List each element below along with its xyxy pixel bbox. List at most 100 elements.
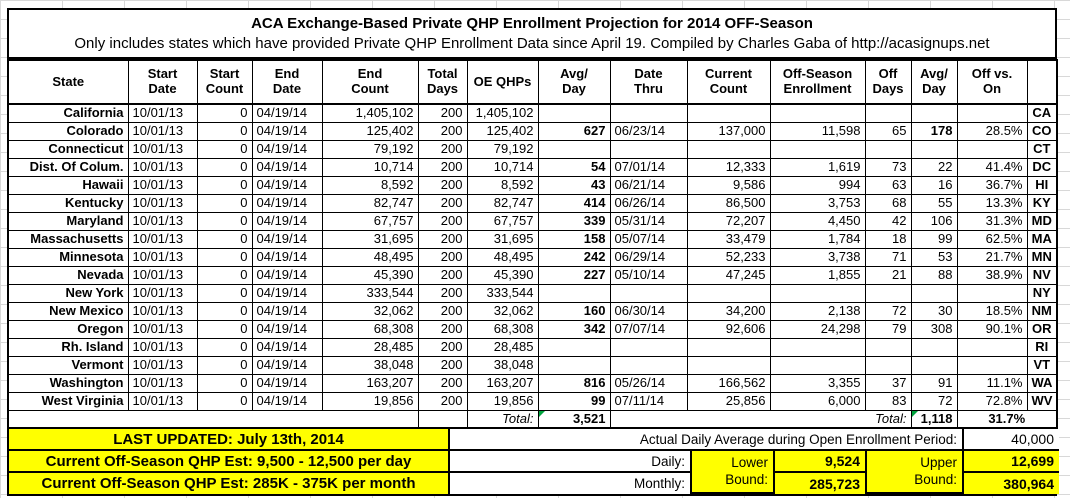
cell-state[interactable]: Nevada [7, 265, 129, 285]
cell-current_count[interactable]: 72,207 [686, 211, 771, 231]
cell-start_count[interactable]: 0 [196, 283, 253, 303]
cell-end_date[interactable]: 04/19/14 [251, 175, 323, 195]
cell-abbr[interactable]: MN [1026, 247, 1058, 267]
cell-off_season[interactable]: 1,619 [769, 157, 866, 177]
cell-date_thru[interactable]: 06/29/14 [609, 247, 688, 267]
cell-off_days[interactable]: 72 [864, 301, 912, 321]
cell-end_date[interactable]: 04/19/14 [251, 193, 323, 213]
cell-current_count[interactable] [686, 337, 771, 357]
cell-oe_qhps[interactable]: 1,405,102 [466, 103, 539, 123]
est-monthly-banner[interactable]: Current Off-Season QHP Est: 285K - 375K … [9, 473, 450, 494]
cell-start_date[interactable]: 10/01/13 [127, 337, 198, 357]
daily-label[interactable]: Daily: [450, 451, 692, 473]
cell-abbr[interactable]: KY [1026, 193, 1058, 213]
cell-start_date[interactable]: 10/01/13 [127, 283, 198, 303]
cell-avg_day2[interactable]: 22 [910, 157, 958, 177]
cell-end_date[interactable]: 04/19/14 [251, 157, 323, 177]
cell-date_thru[interactable] [609, 337, 688, 357]
cell-total_days[interactable]: 200 [417, 157, 468, 177]
cell-off_season[interactable] [769, 103, 866, 123]
col-header-total_days[interactable]: Total Days [417, 59, 468, 105]
cell-off_days[interactable]: 21 [864, 265, 912, 285]
cell-end_count[interactable]: 10,714 [321, 157, 419, 177]
cell-start_count[interactable]: 0 [196, 139, 253, 159]
col-header-current_count[interactable]: Current Count [686, 59, 771, 105]
cell-start_date[interactable]: 10/01/13 [127, 103, 198, 123]
cell-total_days[interactable]: 200 [417, 283, 468, 303]
cell-avg_day[interactable]: 227 [537, 265, 611, 285]
actual-daily-average-label[interactable]: Actual Daily Average during Open Enrollm… [450, 429, 964, 451]
cell-end_date[interactable]: 04/19/14 [251, 373, 323, 393]
cell-start_count[interactable]: 0 [196, 373, 253, 393]
cell-end_count[interactable]: 32,062 [321, 301, 419, 321]
cell-avg_day2[interactable]: 91 [910, 373, 958, 393]
cell-avg_day2[interactable]: 72 [910, 391, 958, 411]
cell-off_season[interactable]: 1,784 [769, 229, 866, 249]
cell-start_count[interactable]: 0 [196, 211, 253, 231]
cell-off_vs_on[interactable]: 18.5% [956, 301, 1028, 321]
cell-start_date[interactable]: 10/01/13 [127, 301, 198, 321]
col-header-off_season[interactable]: Off-Season Enrollment [769, 59, 866, 105]
cell-total_days[interactable]: 200 [417, 175, 468, 195]
total-off-vs-on[interactable]: 31.7% [956, 409, 1058, 429]
cell-start_date[interactable]: 10/01/13 [127, 355, 198, 375]
cell-current_count[interactable] [686, 355, 771, 375]
cell-end_date[interactable]: 04/19/14 [251, 265, 323, 285]
cell-current_count[interactable] [686, 103, 771, 123]
cell-off_vs_on[interactable]: 31.3% [956, 211, 1028, 231]
cell-end_count[interactable]: 67,757 [321, 211, 419, 231]
cell-off_vs_on[interactable]: 21.7% [956, 247, 1028, 267]
cell-start_date[interactable]: 10/01/13 [127, 391, 198, 411]
col-header-avg_day[interactable]: Avg/ Day [537, 59, 611, 105]
monthly-lower-value[interactable]: 285,723 [775, 473, 867, 494]
cell-current_count[interactable]: 47,245 [686, 265, 771, 285]
cell-end_date[interactable]: 04/19/14 [251, 211, 323, 231]
actual-daily-average-value[interactable]: 40,000 [964, 429, 1059, 451]
cell-off_days[interactable] [864, 103, 912, 123]
cell-off_vs_on[interactable]: 90.1% [956, 319, 1028, 339]
cell-oe_qhps[interactable]: 82,747 [466, 193, 539, 213]
cell-end_date[interactable]: 04/19/14 [251, 247, 323, 267]
cell-total_days[interactable]: 200 [417, 139, 468, 159]
cell-avg_day[interactable]: 242 [537, 247, 611, 267]
cell-end_count[interactable]: 8,592 [321, 175, 419, 195]
cell-end_count[interactable]: 163,207 [321, 373, 419, 393]
cell-date_thru[interactable]: 06/23/14 [609, 121, 688, 141]
cell-off_season[interactable]: 24,298 [769, 319, 866, 339]
cell-off_vs_on[interactable]: 62.5% [956, 229, 1028, 249]
cell-state[interactable]: California [7, 103, 129, 123]
cell-date_thru[interactable] [609, 355, 688, 375]
cell-end_count[interactable]: 31,695 [321, 229, 419, 249]
daily-lower-value[interactable]: 9,524 [775, 451, 867, 473]
cell-abbr[interactable]: RI [1026, 337, 1058, 357]
cell-date_thru[interactable]: 07/11/14 [609, 391, 688, 411]
cell-start_date[interactable]: 10/01/13 [127, 157, 198, 177]
cell-total_days[interactable]: 200 [417, 301, 468, 321]
cell-off_days[interactable] [864, 355, 912, 375]
cell-abbr[interactable]: DC [1026, 157, 1058, 177]
lower-bound-label[interactable]: Lower Bound: [692, 451, 775, 494]
col-header-start_date[interactable]: Start Date [127, 59, 198, 105]
cell-avg_day[interactable] [537, 139, 611, 159]
cell-avg_day2[interactable]: 88 [910, 265, 958, 285]
cell-off_season[interactable] [769, 337, 866, 357]
cell-date_thru[interactable]: 05/07/14 [609, 229, 688, 249]
cell-off_season[interactable]: 3,753 [769, 193, 866, 213]
cell-avg_day[interactable]: 43 [537, 175, 611, 195]
cell-off_vs_on[interactable] [956, 139, 1028, 159]
total-label-off[interactable]: Total: [609, 409, 912, 429]
cell-state[interactable]: Dist. Of Colum. [7, 157, 129, 177]
cell-date_thru[interactable]: 05/26/14 [609, 373, 688, 393]
col-header-start_count[interactable]: Start Count [196, 59, 253, 105]
cell-state[interactable]: Minnesota [7, 247, 129, 267]
cell-abbr[interactable]: CO [1026, 121, 1058, 141]
cell-off_days[interactable]: 37 [864, 373, 912, 393]
cell-start_count[interactable]: 0 [196, 319, 253, 339]
cell-end_date[interactable]: 04/19/14 [251, 337, 323, 357]
cell-oe_qhps[interactable]: 19,856 [466, 391, 539, 411]
cell-current_count[interactable]: 52,233 [686, 247, 771, 267]
cell-current_count[interactable]: 34,200 [686, 301, 771, 321]
cell-state[interactable]: Oregon [7, 319, 129, 339]
cell-oe_qhps[interactable]: 48,495 [466, 247, 539, 267]
cell-oe_qhps[interactable]: 10,714 [466, 157, 539, 177]
